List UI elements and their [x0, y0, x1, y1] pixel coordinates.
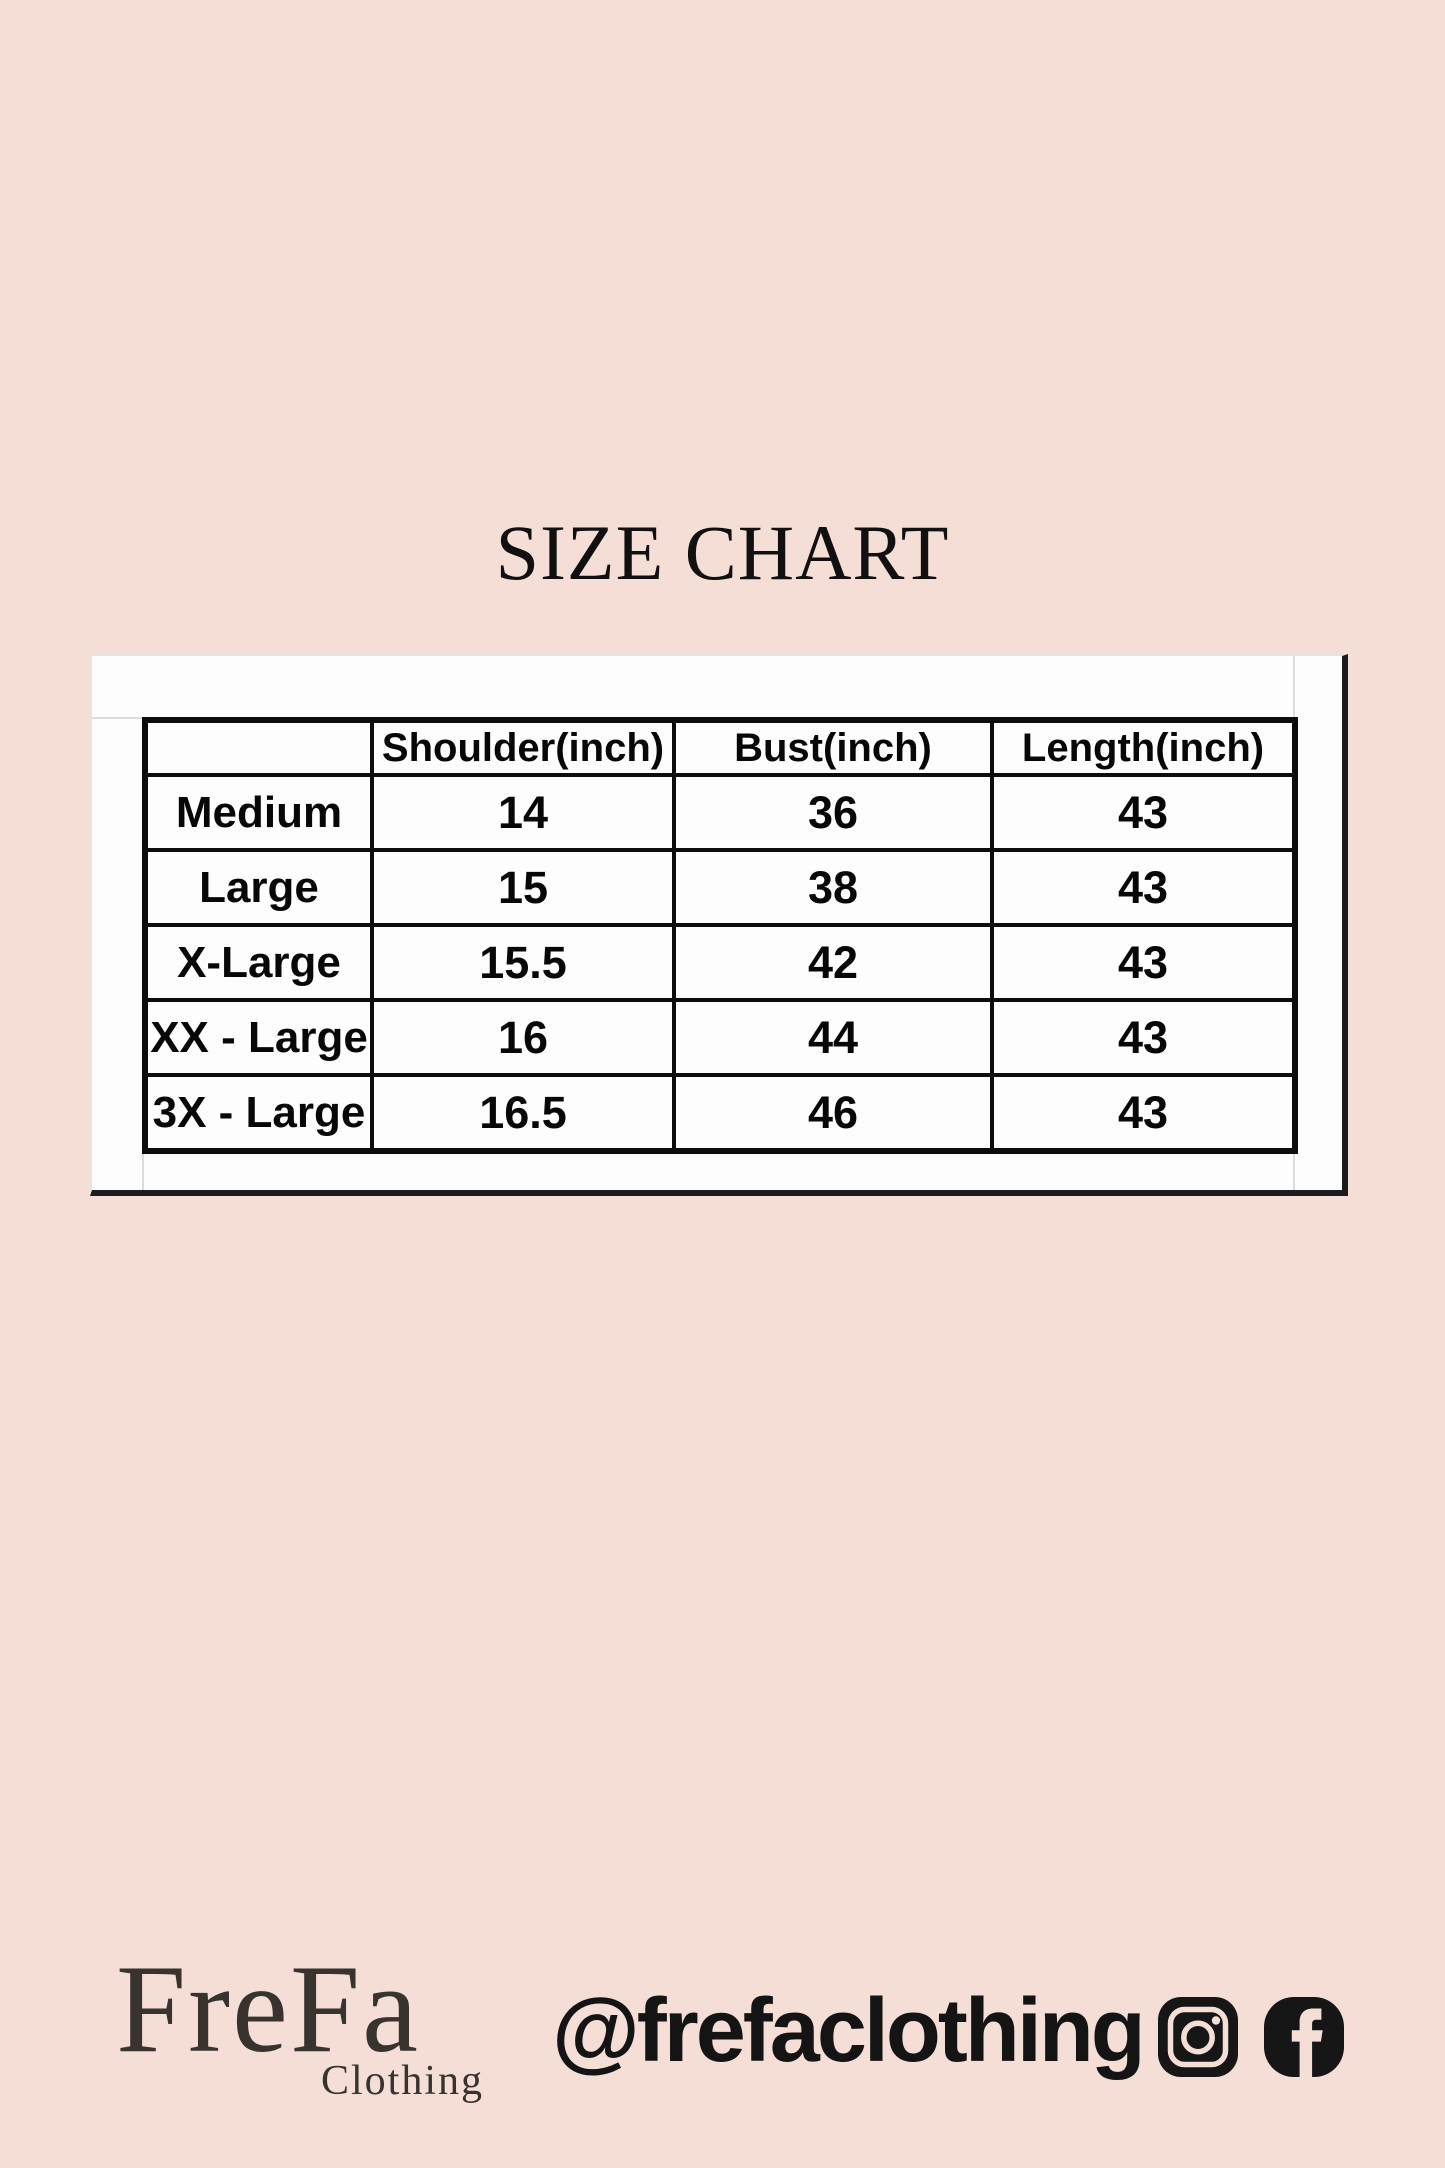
- table-row: Medium 14 36 43: [143, 773, 1297, 852]
- table-row: Large 15 38 43: [143, 848, 1297, 927]
- spreadsheet-gridline: [92, 717, 142, 719]
- table-row: 3X - Large 16.5 46 43: [143, 1073, 1297, 1153]
- spreadsheet-gridline: [1293, 656, 1295, 717]
- size-label: Large: [143, 848, 374, 927]
- header-cell-shoulder: Shoulder(inch): [370, 718, 676, 777]
- spreadsheet-gridline: [142, 1138, 144, 1190]
- bust-value: 46: [672, 1073, 994, 1153]
- shoulder-value: 16.5: [370, 1073, 676, 1153]
- page-title: SIZE CHART: [495, 509, 950, 596]
- size-table: Shoulder(inch) Bust(inch) Length(inch) M…: [142, 717, 1298, 1154]
- social-handle: @frefaclothing: [552, 1981, 1146, 2081]
- facebook-icon: [1264, 1997, 1344, 2077]
- table-row: X-Large 15.5 42 43: [143, 923, 1297, 1002]
- bust-value: 42: [672, 923, 994, 1002]
- header-cell-empty: [143, 718, 374, 777]
- length-value: 43: [990, 1073, 1297, 1153]
- size-label: Medium: [143, 773, 374, 852]
- size-label: XX - Large: [143, 998, 374, 1077]
- spreadsheet-gridline: [1293, 1138, 1295, 1190]
- table-header-row: Shoulder(inch) Bust(inch) Length(inch): [143, 718, 1297, 777]
- length-value: 43: [990, 923, 1297, 1002]
- length-value: 43: [990, 848, 1297, 927]
- table-row: XX - Large 16 44 43: [143, 998, 1297, 1077]
- brand-subtitle: Clothing: [320, 2058, 484, 2104]
- bust-value: 36: [672, 773, 994, 852]
- shoulder-value: 14: [370, 773, 676, 852]
- size-label: X-Large: [143, 923, 374, 1002]
- length-value: 43: [990, 998, 1297, 1077]
- length-value: 43: [990, 773, 1297, 852]
- size-chart-panel: Shoulder(inch) Bust(inch) Length(inch) M…: [90, 654, 1348, 1196]
- instagram-icon: [1158, 1997, 1238, 2077]
- header-cell-length: Length(inch): [990, 718, 1297, 777]
- shoulder-value: 15: [370, 848, 676, 927]
- header-cell-bust: Bust(inch): [672, 718, 994, 777]
- bust-value: 38: [672, 848, 994, 927]
- shoulder-value: 16: [370, 998, 676, 1077]
- brand-logo: FreFa: [116, 1940, 420, 2079]
- size-label: 3X - Large: [143, 1073, 374, 1153]
- shoulder-value: 15.5: [370, 923, 676, 1002]
- bust-value: 44: [672, 998, 994, 1077]
